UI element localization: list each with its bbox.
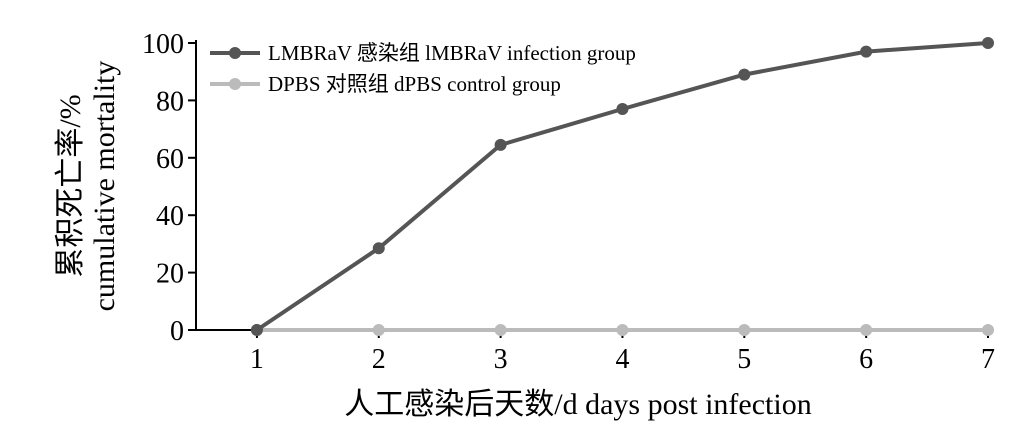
legend-infection-marker [229, 47, 241, 59]
control-group-point [494, 324, 507, 336]
axis-titles: 人工感染后天数/d days post infection 累积死亡率/% cu… [54, 61, 812, 421]
x-tick-label: 6 [859, 344, 873, 375]
x-tick-label: 4 [615, 344, 629, 375]
infection-group-point [738, 68, 751, 81]
x-tick-label: 7 [981, 344, 995, 375]
x-tick-label: 3 [494, 344, 508, 375]
y-axis-title-english: cumulative mortality [88, 61, 121, 312]
y-axis-title-chinese: 累积死亡率/% [54, 94, 87, 277]
infection-group-point [616, 103, 629, 116]
control-group-point [982, 324, 994, 336]
x-tick-label: 1 [250, 344, 264, 375]
control-group-point [860, 324, 873, 336]
infection-group-point [372, 242, 385, 255]
y-tick-label: 80 [156, 86, 184, 117]
legend: LMBRaV 感染组 lMBRaV infection group DPBS 对照… [210, 41, 636, 96]
series-layer [250, 37, 994, 336]
x-tick-label: 2 [372, 344, 386, 375]
legend-control-marker [229, 78, 241, 90]
y-tick-label: 40 [156, 201, 184, 232]
y-tick-label: 60 [156, 144, 184, 175]
control-group-point [738, 324, 751, 336]
y-tick-label: 0 [170, 316, 184, 347]
infection-group-point [494, 138, 507, 151]
infection-group-point [860, 45, 873, 58]
y-tick-label: 20 [156, 259, 184, 290]
y-tick-label: 100 [142, 29, 184, 60]
legend-control-label: DPBS 对照组 dPBS control group [268, 72, 561, 96]
infection-group-point [982, 37, 994, 49]
legend-infection-label: LMBRaV 感染组 lMBRaV infection group [268, 41, 636, 65]
x-tick-label: 5 [737, 344, 751, 375]
infection-group-point [250, 324, 263, 336]
control-group-point [372, 324, 385, 336]
x-axis-title: 人工感染后天数/d days post infection [344, 388, 811, 421]
control-group-point [616, 324, 629, 336]
